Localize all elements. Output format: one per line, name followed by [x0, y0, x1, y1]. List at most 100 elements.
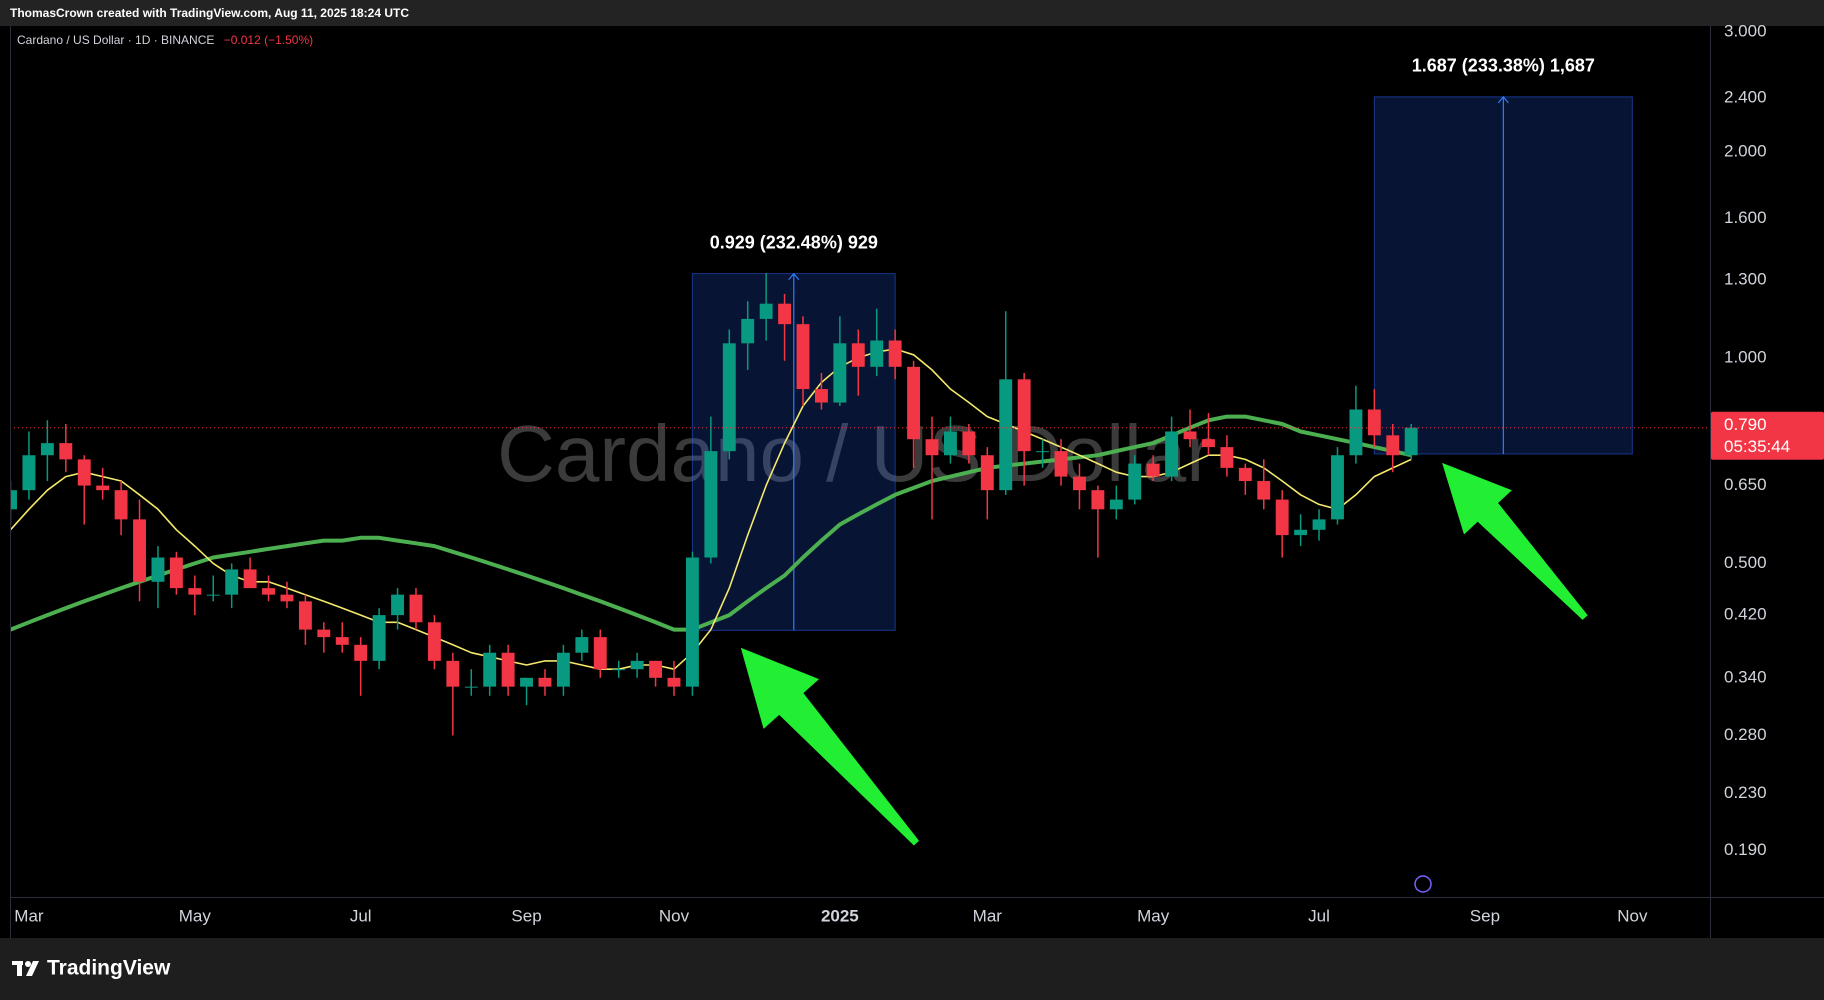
candle-body [870, 340, 884, 367]
candle-body [962, 431, 976, 456]
candle-body [999, 379, 1013, 491]
candle-body [538, 677, 552, 687]
y-tick-label: 1.300 [1724, 269, 1767, 288]
measure-arrowhead [788, 272, 800, 281]
candle-body [243, 569, 257, 589]
watermark: Cardano / US Dollar [497, 409, 1213, 498]
x-tick-label: May [1137, 906, 1170, 925]
candle-body [1404, 427, 1418, 456]
candle-body [96, 485, 110, 491]
candle-body [943, 431, 957, 456]
candle-body [685, 557, 699, 687]
header-text: ThomasCrown created with TradingView.com… [10, 6, 409, 20]
candle-body [427, 622, 441, 661]
y-tick-label: 0.650 [1724, 475, 1767, 494]
candle-body [446, 660, 460, 687]
footer-logo-text: TradingView [47, 957, 171, 980]
candle-body [1220, 447, 1234, 468]
candle-body [501, 652, 515, 687]
countdown-label: 05:35:44 [1724, 437, 1790, 456]
candle-body [1054, 451, 1068, 477]
candle-body [298, 601, 312, 630]
y-tick-label: 0.340 [1724, 667, 1767, 686]
candle-body [907, 366, 921, 440]
candle-body [593, 637, 607, 670]
candle-body [1367, 409, 1381, 436]
x-tick-label: 2025 [821, 906, 859, 925]
candle-body [1183, 431, 1197, 440]
y-tick-label: 0.280 [1724, 725, 1767, 744]
candle-body [980, 455, 994, 491]
annotation-arrow [1442, 462, 1588, 620]
candle-body [206, 594, 220, 596]
candle-body [778, 303, 792, 325]
candle-body [649, 660, 663, 678]
last-price-box [1711, 411, 1824, 460]
candle-body [59, 443, 73, 460]
x-tick-label: Nov [659, 906, 690, 925]
candle-body [1017, 379, 1031, 452]
candle-body [1146, 463, 1160, 477]
candle-body [796, 324, 810, 390]
x-tick-label: Jul [1308, 906, 1330, 925]
candle-body [1109, 499, 1123, 510]
candle-body [409, 594, 423, 623]
candle-body [1128, 463, 1142, 500]
candle-body [483, 652, 497, 687]
header-bar [0, 0, 1824, 26]
legend-symbol: Cardano / US Dollar · 1D · BINANCE [17, 33, 214, 47]
legend: Cardano / US Dollar · 1D · BINANCE −0.01… [17, 33, 313, 47]
candle-body [114, 490, 128, 520]
candle-body [262, 588, 275, 595]
x-tick-label: Sep [1470, 906, 1500, 925]
measure-label: 0.929 (232.48%) 929 [710, 232, 878, 252]
candle-body [225, 569, 239, 595]
candle-body [1036, 451, 1050, 453]
candle-body [630, 660, 644, 670]
candle-body [77, 459, 91, 486]
replay-icon[interactable] [1414, 875, 1432, 893]
candle-body [169, 557, 183, 589]
candle-body [372, 615, 386, 661]
candle-body [1238, 467, 1252, 482]
candle-body [1386, 435, 1400, 456]
measure-label: 1.687 (233.38%) 1,687 [1412, 56, 1595, 76]
logo-part [17, 961, 22, 976]
x-tick-label: May [179, 906, 212, 925]
y-tick-label: 1.600 [1724, 208, 1767, 227]
annotation-arrow [740, 647, 919, 846]
candle-body [354, 644, 368, 661]
last-price-label: 0.790 [1724, 415, 1767, 434]
y-tick-label: 2.000 [1724, 142, 1767, 161]
candle-body [612, 669, 626, 671]
x-tick-label: Nov [1617, 906, 1648, 925]
candle-body [1294, 529, 1308, 536]
candle-body [759, 303, 773, 319]
candle-body [1091, 490, 1105, 510]
candle-body [188, 588, 202, 595]
candle-body [1275, 499, 1289, 536]
footer-bar [0, 938, 1824, 1000]
candle-body [10, 490, 17, 510]
candle-body [1312, 519, 1326, 530]
plot-area [10, 95, 1710, 736]
candle-body [22, 455, 36, 491]
candle-body [667, 677, 681, 687]
candle-body [1349, 409, 1363, 456]
candle-body [722, 343, 736, 452]
legend-change: −0.012 (−1.50%) [224, 33, 313, 47]
y-tick-label: 0.500 [1724, 553, 1767, 572]
candle-body [1257, 481, 1271, 500]
candle-body [833, 343, 847, 403]
candle-body [1202, 439, 1215, 448]
tradingview-logo [12, 961, 39, 976]
y-tick-label: 3.000 [1724, 21, 1767, 40]
x-tick-label: Mar [973, 906, 1003, 925]
candle-body [1073, 476, 1086, 491]
x-tick-label: Mar [14, 906, 44, 925]
candle-body [704, 451, 718, 558]
candle-body [151, 557, 165, 582]
x-tick-label: Jul [350, 906, 372, 925]
